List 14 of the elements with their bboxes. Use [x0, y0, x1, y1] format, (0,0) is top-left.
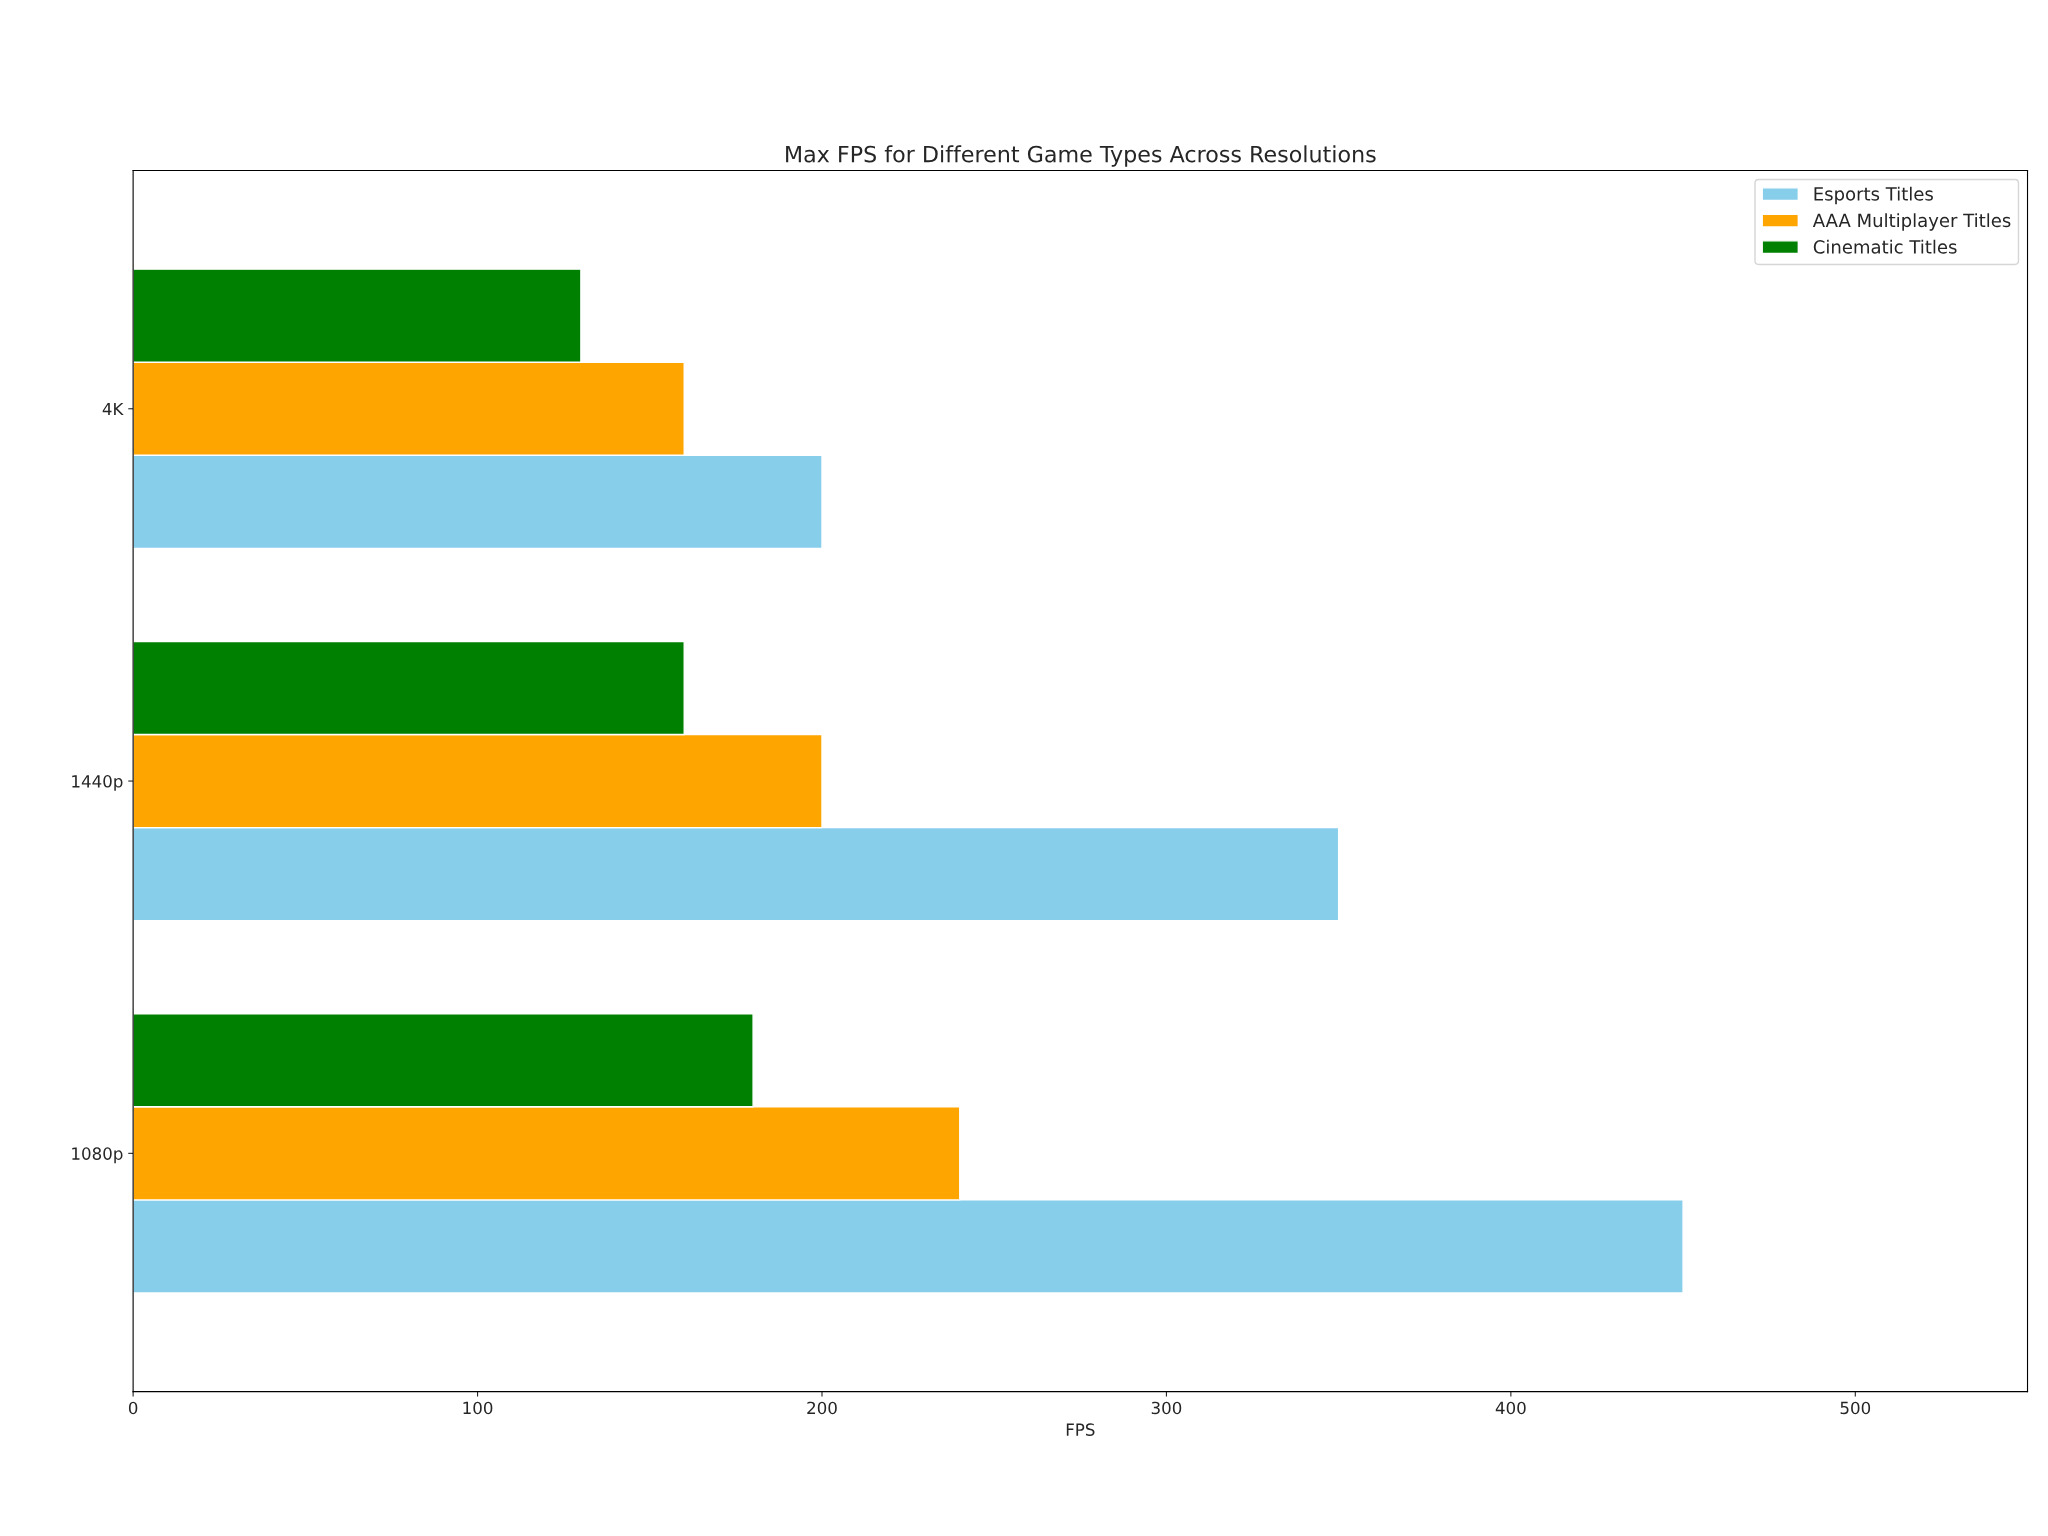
chart-title: Max FPS for Different Game Types Across Resolutions [786, 145, 1376, 167]
x-tick-label: 300 [1151, 1401, 1182, 1415]
legend-label: AAA Multiplayer Titles [1812, 213, 2011, 231]
x-axis-title: FPS [1066, 1423, 1095, 1436]
x-tick-label: 400 [1495, 1401, 1526, 1415]
legend-label: Esports Titles [1814, 186, 1933, 205]
x-tick-label: 500 [1840, 1401, 1871, 1415]
y-tick-label: 1440p [72, 775, 123, 791]
legend-label: Cinematic Titles [1813, 239, 1957, 254]
x-tick-label: 0 [128, 1401, 138, 1415]
x-tick-label: 200 [807, 1401, 837, 1415]
y-tick-label: 4K [102, 402, 124, 416]
y-tick-label: 1080p [72, 1147, 123, 1164]
x-tick-label: 100 [463, 1401, 493, 1415]
